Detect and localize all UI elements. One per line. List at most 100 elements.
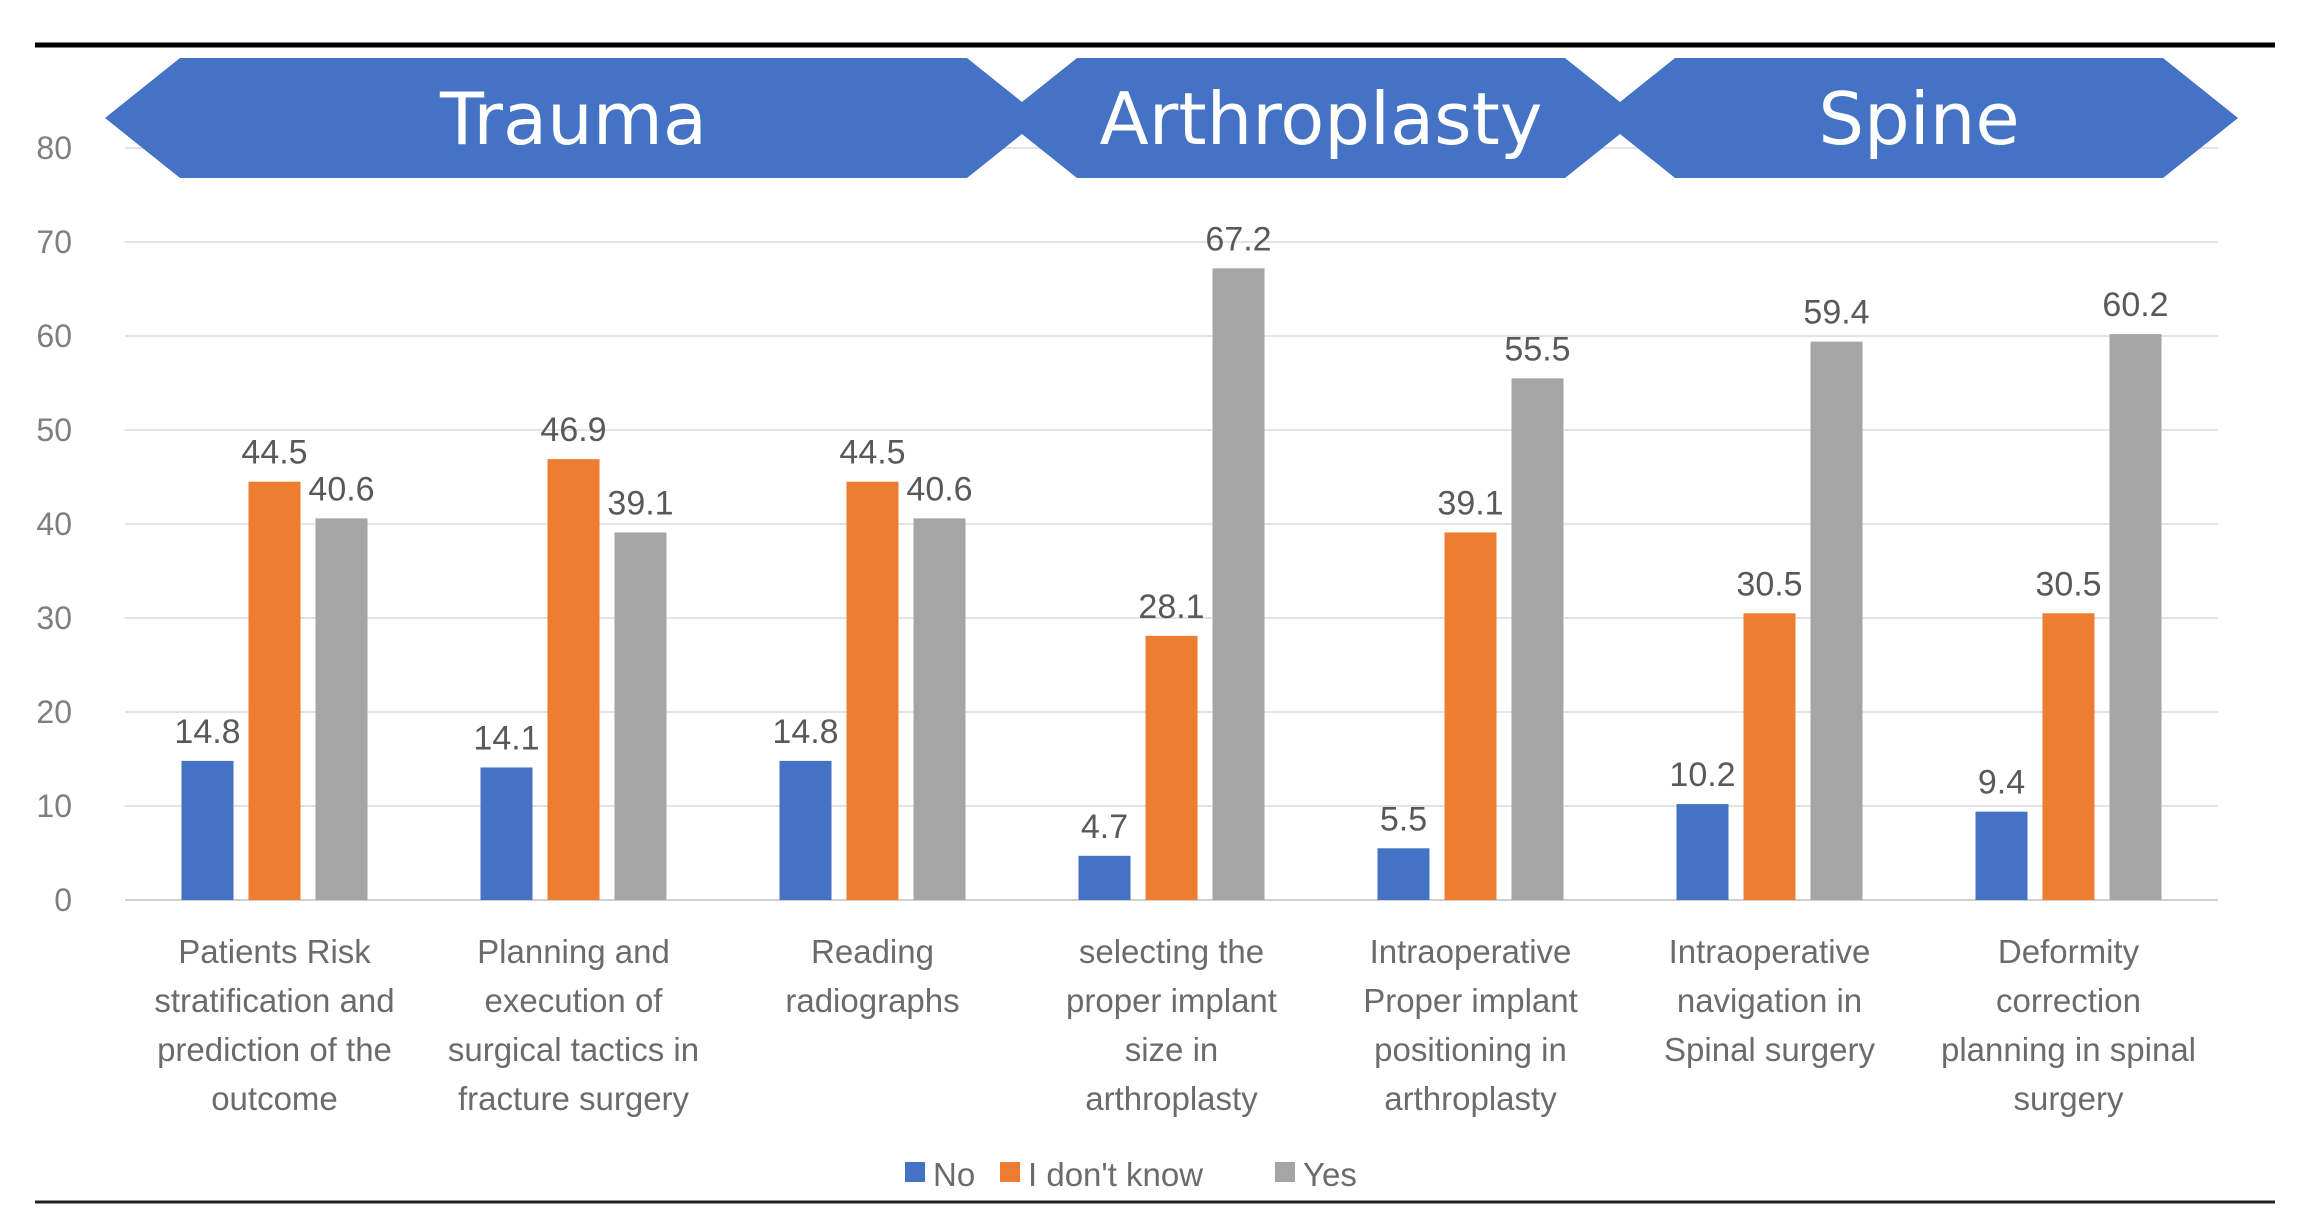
category-label: Patients Risk stratification and predictio… [154, 933, 394, 1117]
category-label-line: outcome [211, 1080, 338, 1117]
category-label: Intraoperative navigation in Spinal surger… [1664, 933, 1875, 1068]
data-label: 67.2 [1205, 220, 1271, 258]
bars [181, 268, 2162, 900]
bar [614, 532, 667, 900]
region-banners: Trauma Arthroplasty Spine [105, 58, 2238, 178]
data-label: 10.2 [1669, 756, 1735, 794]
y-tick-label: 20 [36, 694, 72, 730]
y-tick-label: 0 [54, 882, 72, 918]
category-label: Reading radiographs [785, 933, 959, 1019]
data-label: 4.7 [1081, 808, 1128, 846]
data-label: 39.1 [607, 484, 673, 522]
category-label-line: radiographs [785, 982, 959, 1019]
legend-label: No [933, 1156, 975, 1193]
y-tick-label: 60 [36, 318, 72, 354]
category-label-line: selecting the [1079, 933, 1264, 970]
bar [315, 518, 368, 900]
bar [779, 760, 832, 900]
bar [480, 767, 533, 900]
data-label: 40.6 [308, 470, 374, 508]
bar [248, 481, 301, 900]
data-label: 30.5 [2035, 565, 2101, 603]
y-tick-label: 50 [36, 412, 72, 448]
bar [846, 481, 899, 900]
data-label: 44.5 [839, 434, 905, 472]
data-label: 44.5 [241, 434, 307, 472]
category-label: Deformity correction planning in spinal sur… [1941, 933, 2196, 1117]
data-label: 14.8 [772, 713, 838, 751]
data-label: 46.9 [540, 411, 606, 449]
category-label-line: Planning and [477, 933, 670, 970]
data-label: 5.5 [1380, 800, 1427, 838]
bar [1676, 804, 1729, 900]
y-tick-label: 80 [36, 130, 72, 166]
legend-swatch [905, 1162, 925, 1182]
bar [913, 518, 966, 900]
category-label-line: size in [1125, 1031, 1219, 1068]
bar [1810, 341, 1863, 900]
bar [2042, 613, 2095, 900]
bar [1511, 378, 1564, 900]
region-banner [1600, 58, 2238, 178]
data-label: 14.1 [473, 719, 539, 757]
category-labels: Patients Risk stratification and predictio… [154, 933, 2196, 1117]
data-label: 60.2 [2102, 286, 2168, 324]
category-label-line: execution of [485, 982, 664, 1019]
y-tick-label: 10 [36, 788, 72, 824]
category-label-line: positioning in [1374, 1031, 1567, 1068]
category-label-line: Proper implant [1363, 982, 1578, 1019]
region-banner [1002, 58, 1640, 178]
region-label: Arthroplasty [1100, 77, 1543, 161]
data-label: 59.4 [1803, 294, 1869, 332]
data-label: 55.5 [1504, 330, 1570, 368]
category-label-line: arthroplasty [1085, 1080, 1258, 1117]
category-label-line: surgery [2013, 1080, 2124, 1117]
legend-swatch [1000, 1162, 1020, 1182]
category-label-line: arthroplasty [1384, 1080, 1557, 1117]
region-label: Spine [1818, 77, 2019, 161]
bar [1145, 635, 1198, 900]
category-label-line: prediction of the [157, 1031, 392, 1068]
category-label-line: Patients Risk [178, 933, 371, 970]
category-label-line: stratification and [154, 982, 394, 1019]
data-label: 40.6 [906, 470, 972, 508]
bar [1212, 268, 1265, 900]
legend: No I don't know Yes [905, 1156, 1357, 1193]
category-label-line: Reading [811, 933, 934, 970]
y-axis-ticks: 0 10 20 30 40 50 60 70 80 [36, 130, 72, 918]
category-label-line: correction [1996, 982, 2141, 1019]
legend-label: I don't know [1028, 1156, 1203, 1193]
category-label-line: Spinal surgery [1664, 1031, 1875, 1068]
category-label-line: surgical tactics in [448, 1031, 699, 1068]
bar [181, 760, 234, 900]
legend-swatch [1275, 1162, 1295, 1182]
bar [1444, 532, 1497, 900]
bar [2109, 334, 2162, 900]
legend-label: Yes [1303, 1156, 1357, 1193]
region-label: Trauma [439, 77, 707, 161]
bar [1078, 855, 1131, 900]
data-label: 9.4 [1978, 764, 2025, 802]
category-label-line: Intraoperative [1669, 933, 1871, 970]
bar [1975, 811, 2028, 900]
category-label-line: Deformity [1998, 933, 2140, 970]
y-tick-label: 40 [36, 506, 72, 542]
y-tick-label: 30 [36, 600, 72, 636]
bar [1377, 848, 1430, 900]
y-tick-label: 70 [36, 224, 72, 260]
bar [547, 459, 600, 900]
category-label: selecting the proper implant size in arthro… [1066, 933, 1277, 1117]
category-label: Intraoperative Proper implant positioning … [1363, 933, 1578, 1117]
category-label-line: fracture surgery [458, 1080, 690, 1117]
data-label: 28.1 [1138, 588, 1204, 626]
bar [1743, 613, 1796, 900]
category-label: Planning and execution of surgical tactics… [448, 933, 699, 1117]
category-label-line: navigation in [1677, 982, 1862, 1019]
data-label: 30.5 [1736, 565, 1802, 603]
category-label-line: proper implant [1066, 982, 1277, 1019]
region-banner [105, 58, 1042, 178]
category-label-line: planning in spinal [1941, 1031, 2196, 1068]
data-labels: 14.8 14.1 14.8 4.7 5.5 10.2 9.4 44.5 46.9 44.5 28.… [174, 220, 2168, 846]
